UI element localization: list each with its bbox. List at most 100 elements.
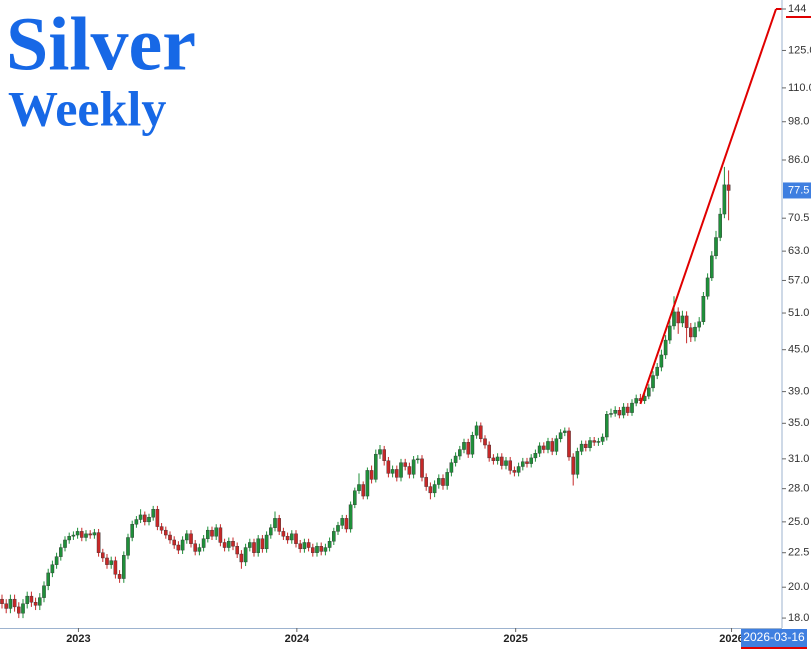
- candle-body: [201, 538, 206, 548]
- candle-body: [445, 472, 450, 486]
- candle-body: [323, 547, 328, 552]
- candle-body: [710, 255, 714, 279]
- candle-body: [453, 455, 458, 463]
- y-tick-label: 35.0: [788, 417, 809, 429]
- candle-body: [663, 339, 668, 356]
- candle-body: [25, 595, 30, 604]
- candle-body: [537, 445, 542, 454]
- candle-body: [365, 470, 370, 497]
- candle-body: [306, 542, 311, 548]
- price-axis-panel: [782, 0, 811, 628]
- candle-body: [214, 527, 219, 537]
- axes: 18.0 20.0 22.5 25.0 28.0 31.0 35.0 39.0 45.0 51.0…: [66, 3, 811, 649]
- candle-body: [84, 533, 88, 538]
- candle-body: [105, 557, 109, 565]
- candle-body: [630, 402, 634, 413]
- candle-body: [155, 509, 160, 527]
- candle-body: [701, 296, 706, 322]
- candle-body: [462, 442, 466, 450]
- candle-body: [269, 527, 273, 536]
- plot-area: [0, 8, 782, 619]
- candle-body: [96, 532, 101, 553]
- candle-body: [676, 311, 680, 324]
- candle-body: [184, 533, 189, 541]
- candle-body: [130, 524, 135, 538]
- candle-body: [159, 526, 164, 531]
- y-tick-label: 125.0: [788, 44, 811, 56]
- candle-body: [521, 461, 525, 467]
- candle-body: [176, 544, 181, 551]
- candle-body: [378, 449, 382, 455]
- candle-body: [285, 536, 290, 541]
- candle-body: [504, 460, 508, 466]
- candle-body: [163, 529, 168, 536]
- x-tick-label: 2025: [503, 633, 527, 645]
- candle-body: [491, 457, 496, 461]
- candle-body: [407, 466, 412, 475]
- candle-body: [705, 277, 710, 297]
- candle-body: [428, 486, 433, 494]
- candle-body: [483, 438, 487, 446]
- candle-body: [357, 484, 361, 491]
- candle-body: [525, 461, 529, 464]
- candle-body: [336, 525, 340, 532]
- candle-body: [147, 517, 151, 523]
- candle-body: [470, 435, 475, 455]
- candle-body: [621, 406, 626, 416]
- y-tick-label: 51.0: [788, 307, 809, 319]
- candle-body: [67, 536, 71, 541]
- candle-body: [235, 546, 240, 555]
- candle-body: [508, 460, 513, 471]
- candle-body: [260, 538, 265, 550]
- candle-body: [134, 519, 139, 525]
- candle-body: [512, 470, 517, 473]
- candle-body: [42, 585, 46, 598]
- candle-body: [659, 354, 664, 368]
- y-tick-label: 22.5: [788, 547, 809, 559]
- candle-body: [533, 453, 538, 459]
- candle-body: [231, 541, 235, 547]
- candle-body: [680, 315, 685, 324]
- y-tick-label: 86.0: [788, 154, 809, 166]
- candle-body: [252, 542, 256, 553]
- y-tick-label: 25.0: [788, 516, 809, 528]
- candle-body: [142, 514, 147, 523]
- candle-body: [558, 432, 563, 439]
- candle-body: [592, 440, 596, 443]
- candle-body: [567, 430, 571, 458]
- candle-body: [59, 547, 63, 557]
- chart-subtitle: Weekly: [8, 80, 166, 136]
- candle-body: [466, 442, 471, 455]
- candle-body: [441, 478, 445, 486]
- candle-body: [348, 504, 353, 530]
- candle-body: [8, 598, 13, 609]
- candle-body: [579, 443, 584, 452]
- candle-body: [180, 539, 185, 551]
- candle-body: [75, 531, 80, 536]
- candle-body: [121, 555, 126, 579]
- candle-body: [344, 518, 349, 530]
- y-tick-label: 18.0: [788, 612, 809, 624]
- x-tick-label: 2023: [66, 633, 90, 645]
- candle-body: [239, 553, 244, 563]
- y-tick-label: 144: [788, 3, 806, 15]
- x-tick-label: 2024: [285, 633, 310, 645]
- candle-body: [617, 410, 622, 416]
- candle-body: [189, 533, 193, 544]
- candle-body: [399, 462, 403, 478]
- candle-body: [395, 469, 399, 478]
- candle-body: [222, 542, 227, 548]
- candle-body: [542, 445, 546, 450]
- last-price-tag: [783, 182, 811, 199]
- candle-body: [651, 375, 655, 389]
- candle-body: [554, 438, 559, 452]
- candle-body: [79, 531, 84, 538]
- candle-body: [92, 532, 97, 536]
- candle-body: [609, 413, 613, 415]
- candle-body: [172, 539, 177, 546]
- candle-body: [516, 466, 521, 473]
- candle-body: [332, 531, 336, 542]
- candle-body: [63, 539, 67, 548]
- candle-body: [390, 469, 395, 474]
